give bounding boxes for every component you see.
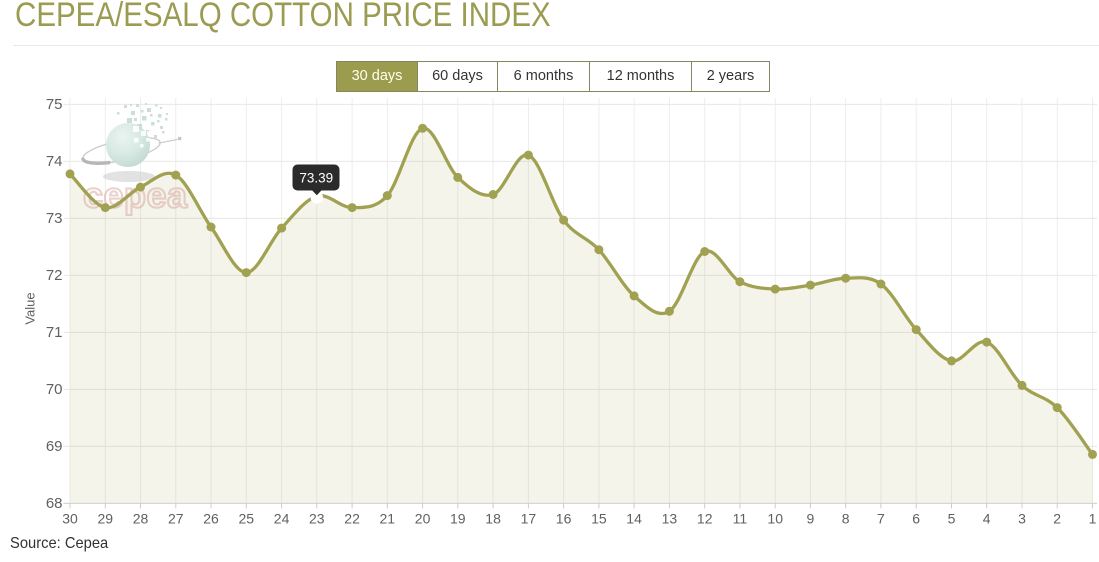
- svg-text:70: 70: [46, 381, 63, 398]
- svg-text:23: 23: [309, 511, 325, 527]
- svg-text:68: 68: [46, 495, 63, 512]
- svg-text:22: 22: [344, 511, 360, 527]
- svg-text:74: 74: [46, 153, 63, 170]
- svg-text:26: 26: [203, 511, 219, 527]
- svg-text:4: 4: [983, 511, 991, 527]
- svg-text:27: 27: [168, 511, 184, 527]
- svg-text:21: 21: [380, 511, 396, 527]
- svg-text:24: 24: [274, 511, 290, 527]
- svg-text:12: 12: [697, 511, 713, 527]
- svg-text:7: 7: [877, 511, 885, 527]
- svg-text:30: 30: [62, 511, 78, 527]
- svg-text:18: 18: [485, 511, 501, 527]
- svg-text:1: 1: [1089, 511, 1097, 527]
- svg-text:14: 14: [626, 511, 642, 527]
- svg-text:Value: Value: [23, 292, 38, 324]
- svg-text:10: 10: [767, 511, 783, 527]
- svg-text:29: 29: [98, 511, 114, 527]
- svg-text:13: 13: [662, 511, 678, 527]
- svg-text:11: 11: [733, 511, 748, 527]
- svg-text:72: 72: [46, 267, 63, 284]
- svg-text:9: 9: [807, 511, 815, 527]
- svg-text:cepea: cepea: [83, 175, 188, 216]
- svg-text:17: 17: [521, 511, 537, 527]
- svg-text:73: 73: [46, 210, 63, 227]
- svg-text:3: 3: [1018, 511, 1026, 527]
- svg-text:20: 20: [415, 511, 431, 527]
- svg-text:16: 16: [556, 511, 572, 527]
- svg-text:69: 69: [46, 438, 63, 455]
- svg-text:8: 8: [842, 511, 850, 527]
- svg-text:73.39: 73.39: [299, 171, 333, 186]
- svg-text:71: 71: [46, 324, 63, 341]
- svg-text:2: 2: [1053, 511, 1061, 527]
- svg-text:5: 5: [948, 511, 956, 527]
- svg-text:28: 28: [133, 511, 149, 527]
- svg-text:6: 6: [912, 511, 920, 527]
- svg-text:25: 25: [239, 511, 255, 527]
- svg-text:75: 75: [46, 96, 63, 113]
- svg-text:19: 19: [450, 511, 466, 527]
- svg-text:15: 15: [591, 511, 607, 527]
